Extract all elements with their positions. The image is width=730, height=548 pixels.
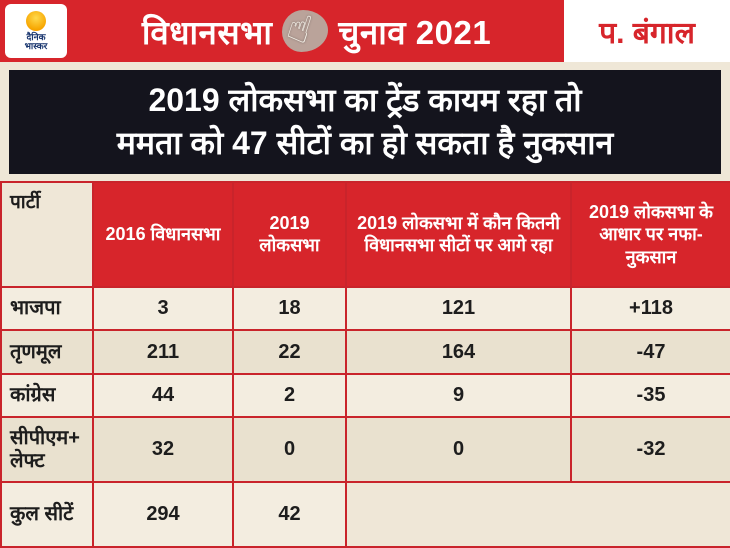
seats-2016: 3 — [92, 285, 234, 332]
party-name: भाजपा — [0, 285, 94, 332]
headline-line1: 2019 लोकसभा का ट्रेंड कायम रहा तो — [148, 82, 582, 118]
page-title: विधानसभा ☝ चुनाव 2021 — [69, 0, 564, 62]
brand-name-line1: दैनिक — [26, 31, 46, 42]
party-name: कुल सीटें — [0, 481, 94, 548]
table-row-tmc: तृणमूल 211 22 164 -47 — [0, 329, 730, 375]
brand-name: दैनिक भास्कर — [24, 31, 48, 52]
seats-2019: 22 — [232, 329, 347, 375]
sun-icon — [26, 10, 46, 31]
seats-2016: 44 — [92, 372, 234, 419]
seats-2019: 18 — [232, 285, 347, 332]
party-name: कांग्रेस — [0, 372, 94, 419]
top-bar: दैनिक भास्कर विधानसभा ☝ चुनाव 2021 प. बं… — [0, 0, 730, 62]
table-header-row: पार्टी 2016 विधानसभा 2019 लोकसभा 2019 लो… — [0, 180, 730, 288]
gain-loss: +118 — [570, 285, 730, 332]
seats-2016: 32 — [92, 416, 234, 484]
table-row-cpm-left: सीपीएम+ लेफ्ट 32 0 0 -32 — [0, 416, 730, 484]
column-header-leads: 2019 लोकसभा में कौन कितनी विधानसभा सीटों… — [345, 180, 572, 288]
seats-2016: 294 — [92, 481, 234, 548]
column-header-2019-loksabha: 2019 लोकसभा — [232, 180, 347, 288]
page-title-right: चुनाव 2021 — [338, 13, 492, 51]
headline-line2: ममता को 47 सीटों का हो सकता है नुकसान — [116, 124, 614, 161]
gain-loss: -32 — [570, 416, 730, 484]
brand-name-line2: भास्कर — [24, 41, 48, 51]
table-row-total: कुल सीटें 294 42 — [0, 481, 730, 548]
leads-2019: 9 — [345, 372, 572, 419]
headline-box: 2019 लोकसभा का ट्रेंड कायम रहा तो ममता क… — [9, 70, 721, 174]
seats-2016: 211 — [92, 329, 234, 375]
map-splash-shape — [282, 10, 329, 52]
seats-2019: 42 — [232, 481, 347, 548]
seats-2019: 0 — [232, 416, 347, 484]
results-table: पार्टी 2016 विधानसभा 2019 लोकसभा 2019 लो… — [0, 180, 730, 548]
column-header-2016-vidhansabha: 2016 विधानसभा — [92, 180, 234, 288]
party-name: तृणमूल — [0, 329, 94, 375]
region-badge: प. बंगाल — [564, 0, 730, 62]
brand-logo: दैनिक भास्कर — [5, 4, 67, 58]
leads-2019: 0 — [345, 416, 572, 484]
voting-hand-icon: ☝ — [278, 4, 332, 58]
gain-loss: -47 — [570, 329, 730, 375]
leads-2019: 164 — [345, 329, 572, 375]
column-header-party: पार्टी — [0, 180, 94, 288]
seats-2019: 2 — [232, 372, 347, 419]
gain-loss: -35 — [570, 372, 730, 419]
leads-2019: 121 — [345, 285, 572, 332]
party-name: सीपीएम+ लेफ्ट — [0, 416, 94, 484]
column-header-gain-loss: 2019 लोकसभा के आधार पर नफा- नुकसान — [570, 180, 730, 288]
page-title-left: विधानसभा — [141, 13, 273, 51]
table-row-bjp: भाजपा 3 18 121 +118 — [0, 285, 730, 332]
table-row-congress: कांग्रेस 44 2 9 -35 — [0, 372, 730, 419]
empty-cell — [345, 481, 730, 548]
